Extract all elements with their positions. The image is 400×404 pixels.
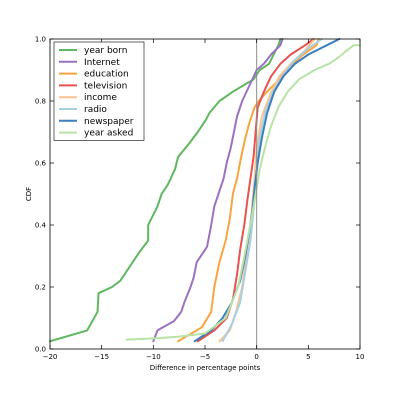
- legend-label: newspaper: [84, 117, 134, 127]
- y-tick-label: 1.0: [35, 36, 46, 44]
- series-layer: [49, 38, 361, 343]
- x-tick-label: 10: [356, 353, 365, 361]
- y-tick-label: 0.8: [35, 98, 46, 106]
- legend-label: television: [84, 81, 127, 91]
- x-tick-label: 0: [254, 353, 258, 361]
- legend-label: radio: [84, 105, 107, 115]
- legend-label: year born: [84, 46, 127, 56]
- x-tick-label: −10: [146, 353, 161, 361]
- y-tick-label: 0.0: [35, 346, 46, 354]
- x-tick-label: 5: [306, 353, 310, 361]
- ticks-layer: −20 −15 −10 −5 0 5 10 0.0 0.2 0.4 0.6 0.8 1.0: [35, 36, 365, 362]
- y-tick-label: 0.2: [35, 284, 46, 292]
- legend-box: [53, 41, 145, 141]
- x-axis-label: Difference in percentage points: [150, 364, 261, 372]
- y-tick-label: 0.6: [35, 160, 47, 168]
- x-tick-label: −20: [43, 353, 58, 361]
- legend-label: income: [84, 93, 117, 103]
- legend-label: Internet: [84, 58, 120, 68]
- legend-label: education: [84, 70, 129, 80]
- series-line-internet: [152, 38, 284, 343]
- y-tick-label: 0.4: [35, 222, 47, 230]
- series-line-radio: [221, 38, 323, 343]
- x-tick-label: −15: [94, 353, 109, 361]
- x-tick-label: −5: [200, 353, 210, 361]
- series-line-year-asked: [125, 44, 361, 341]
- legend-label: year asked: [84, 129, 133, 139]
- y-axis-label: CDF: [25, 187, 33, 201]
